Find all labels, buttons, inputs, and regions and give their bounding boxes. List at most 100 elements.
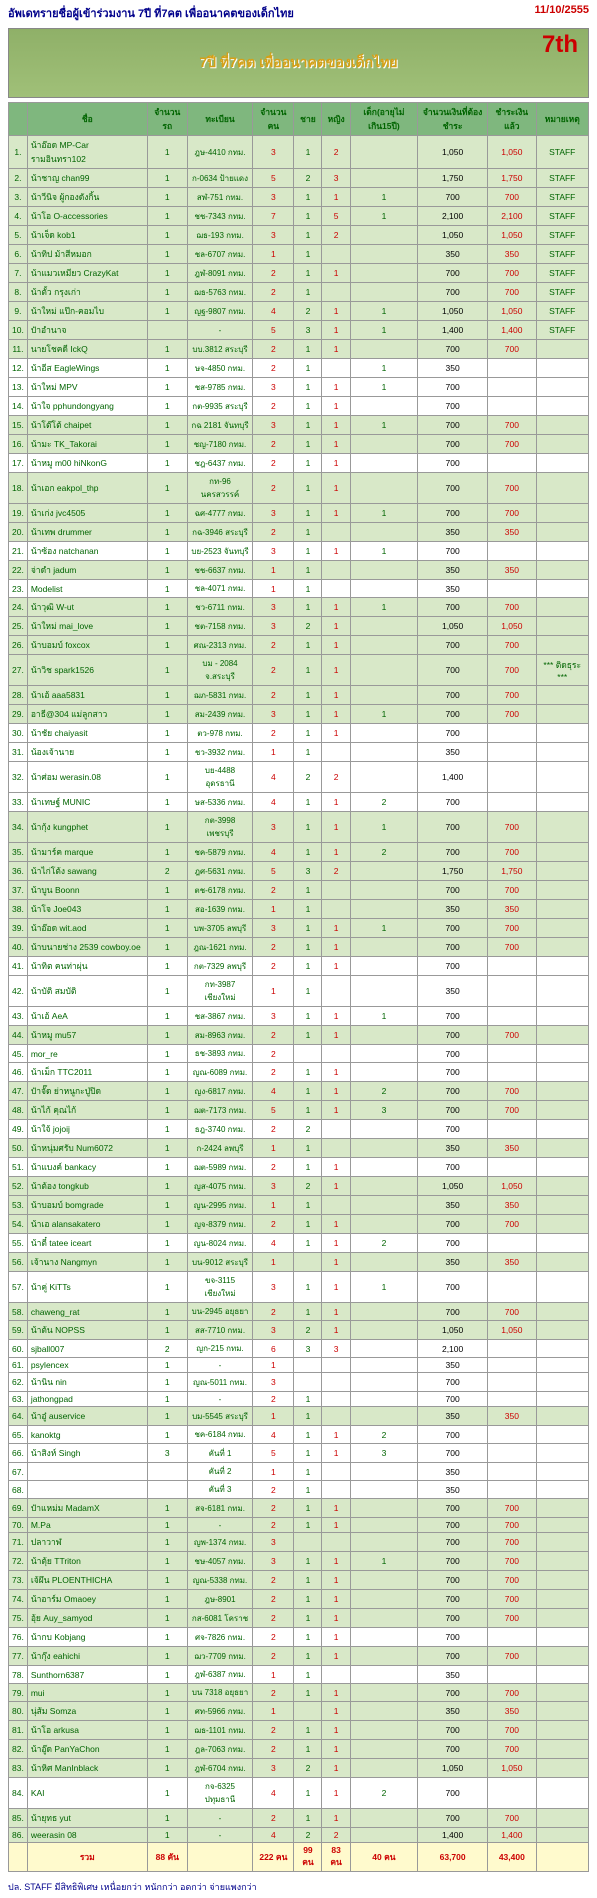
cell: ญณ-5011 กทม.: [187, 1373, 253, 1392]
cell: 700: [418, 1571, 488, 1590]
cell: 700: [418, 793, 488, 812]
cell: น้าอู๋ auservice: [27, 1407, 147, 1426]
cell: [536, 561, 589, 580]
cell: [536, 1533, 589, 1552]
cell: 1: [147, 1647, 187, 1666]
cell: น้าอีส EagleWings: [27, 359, 147, 378]
cell: น้าหิศ ManInblack: [27, 1759, 147, 1778]
cell: 16.: [9, 435, 28, 454]
cell: 1: [294, 1196, 322, 1215]
cell: 1: [147, 1828, 187, 1843]
cell: 1: [294, 655, 322, 686]
cell: 2: [147, 1340, 187, 1358]
table-row: 53.น้าบอมบ์ bomgrade1ญน-2995 กทม.1135035…: [9, 1196, 589, 1215]
cell: [488, 762, 536, 793]
cell: 2: [253, 473, 294, 504]
cell: 1: [350, 302, 417, 321]
cell: [536, 705, 589, 724]
cell: -: [187, 1392, 253, 1407]
cell: 4: [253, 302, 294, 321]
cell: [488, 1481, 536, 1499]
cell: 1: [322, 686, 350, 705]
cell: 3: [253, 1177, 294, 1196]
cell: 2: [253, 1628, 294, 1647]
cell: [536, 1177, 589, 1196]
table-row: 74.น้าอาร์ม Omaoey1ฎษ-8901211700700: [9, 1590, 589, 1609]
cell: น้าอู๊ด PanYaChon: [27, 1740, 147, 1759]
cell: [488, 1463, 536, 1481]
cell: 1: [294, 686, 322, 705]
cell: ษส-5336 กทม.: [187, 793, 253, 812]
cell: คันที่ 3: [187, 1481, 253, 1499]
cell: 1: [322, 340, 350, 359]
cell: 1: [294, 636, 322, 655]
cell: สฬ-751 กทม.: [187, 188, 253, 207]
cell: 700: [418, 1499, 488, 1518]
cell: น้าโจ Joe043: [27, 900, 147, 919]
cell: [350, 1321, 417, 1340]
table-row: 55.น้าตี๋ tatee iceart1ญน-8024 กทม.41127…: [9, 1234, 589, 1253]
cell: 2: [253, 340, 294, 359]
cell: 1: [294, 1499, 322, 1518]
cell: [536, 1444, 589, 1463]
cell: 42.: [9, 976, 28, 1007]
cell: [536, 1666, 589, 1684]
cell: 74.: [9, 1590, 28, 1609]
cell: [536, 1499, 589, 1518]
cell: [350, 561, 417, 580]
cell: 1: [294, 1463, 322, 1481]
column-header: เด็ก(อายุไม่เกิน15ปี): [350, 103, 417, 136]
cell: 1: [147, 1101, 187, 1120]
cell: 9.: [9, 302, 28, 321]
cell: [350, 397, 417, 416]
table-row: 56.เจ้านาง Nangmyn1บน-9012 สระบุรี113503…: [9, 1253, 589, 1272]
cell: 700: [488, 686, 536, 705]
cell: [536, 1809, 589, 1828]
cell: 7.: [9, 264, 28, 283]
cell: [350, 1215, 417, 1234]
table-row: 17.น้าหมู m00 hiNkonG1ชฎ-6437 กทม.211700: [9, 454, 589, 473]
cell: 1: [147, 743, 187, 762]
cell: 2: [253, 359, 294, 378]
cell: 1: [147, 523, 187, 542]
cell: น้ากบ Kobjang: [27, 1628, 147, 1647]
cell: 700: [488, 1684, 536, 1702]
cell: 1: [350, 705, 417, 724]
cell: 1: [322, 302, 350, 321]
cell: น้าเก่ง jvc4505: [27, 504, 147, 523]
cell: 1: [350, 188, 417, 207]
cell: [350, 1666, 417, 1684]
cell: ฌธ-1101 กทม.: [187, 1721, 253, 1740]
cell: อาธี@304 แม่ลูกสาว: [27, 705, 147, 724]
cell: [350, 435, 417, 454]
cell: 1: [322, 1007, 350, 1026]
cell: 1: [147, 1392, 187, 1407]
cell: [536, 397, 589, 416]
cell: 700: [418, 1373, 488, 1392]
cell: 1: [294, 1082, 322, 1101]
cell: [294, 1358, 322, 1373]
cell: 49.: [9, 1120, 28, 1139]
cell: 1: [147, 397, 187, 416]
table-row: 64.น้าอู๋ auservice1บม-5545 สระบุรี11350…: [9, 1407, 589, 1426]
cell: 54.: [9, 1215, 28, 1234]
cell: [536, 1101, 589, 1120]
cell: [322, 283, 350, 302]
cell: [536, 1358, 589, 1373]
cell: [322, 1392, 350, 1407]
cell: 700: [418, 188, 488, 207]
cell: [536, 1303, 589, 1321]
cell: [536, 1778, 589, 1809]
cell: กต-7329 ลพบุรี: [187, 957, 253, 976]
cell: 4: [253, 1082, 294, 1101]
cell: [294, 1533, 322, 1552]
cell: 84.: [9, 1778, 28, 1809]
cell: ฌต-5989 กทม.: [187, 1158, 253, 1177]
cell: 65.: [9, 1426, 28, 1444]
cell: 700: [488, 1499, 536, 1518]
cell: [488, 1628, 536, 1647]
cell: 2: [294, 302, 322, 321]
cell: 83.: [9, 1759, 28, 1778]
cell: [488, 542, 536, 561]
cell: [536, 1481, 589, 1499]
